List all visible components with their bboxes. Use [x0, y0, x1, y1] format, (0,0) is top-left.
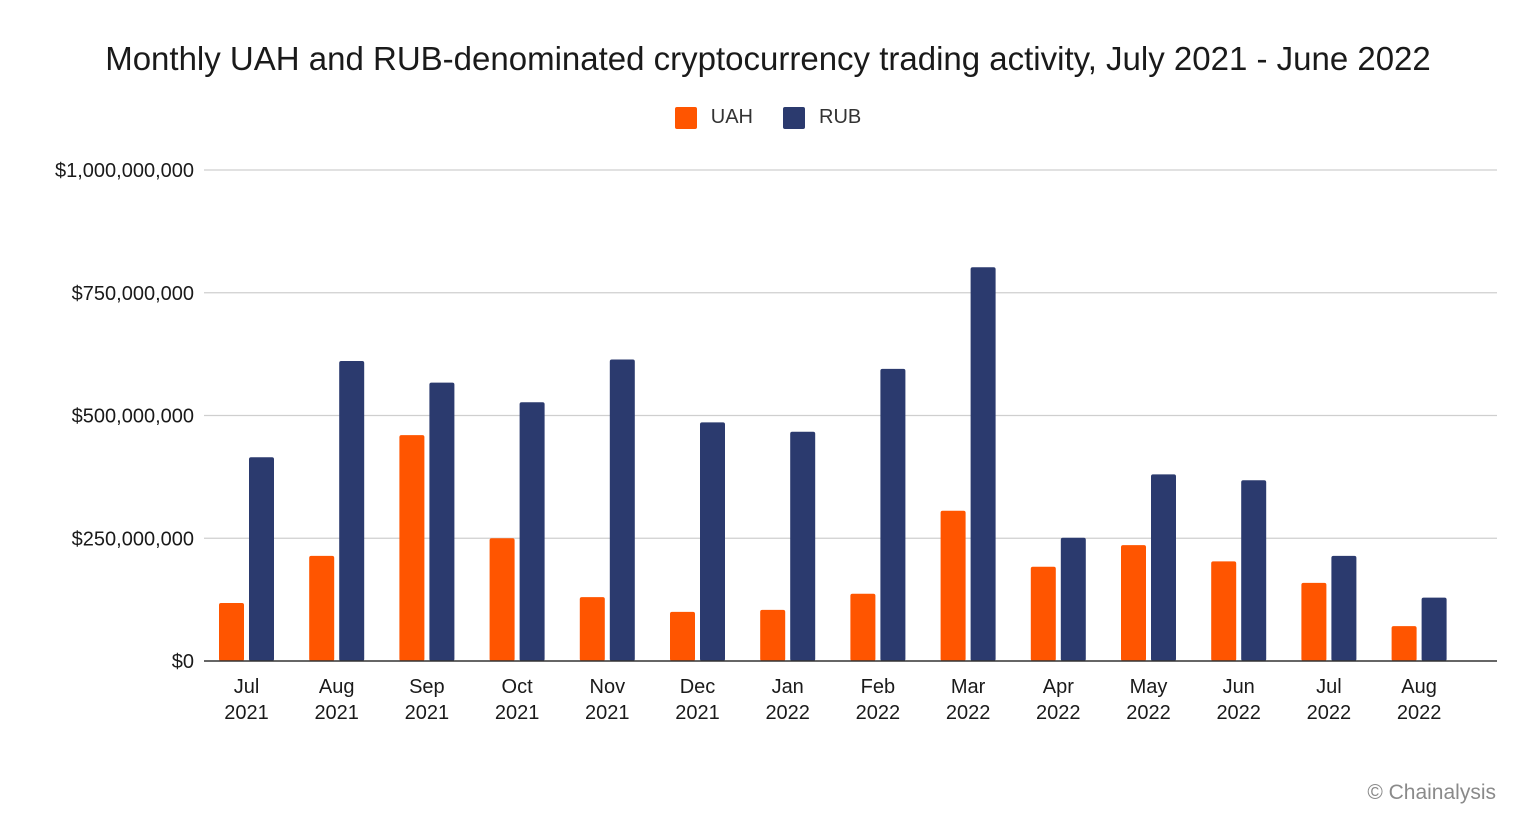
x-tick-label-year: 2022 [1307, 702, 1352, 724]
bar-uah [489, 538, 515, 661]
x-tick-label-year: 2021 [224, 702, 269, 724]
legend-item-rub: RUB [783, 106, 861, 129]
x-tick-label-year: 2022 [1126, 702, 1171, 724]
legend-label-rub: RUB [819, 106, 862, 128]
bar-rub [970, 267, 996, 661]
bar-uah [1121, 545, 1146, 661]
x-tick-label-year: 2022 [1036, 702, 1081, 724]
bar-rub [609, 359, 635, 661]
chainalysis-credit: © Chainalysis [1367, 781, 1496, 804]
y-tick-label: $0 [172, 651, 194, 673]
bar-rub [1421, 597, 1447, 661]
bar-uah [309, 555, 335, 661]
bar-uah [219, 603, 244, 661]
y-tick-label: $750,000,000 [72, 283, 194, 305]
bar-uah [1030, 566, 1056, 661]
x-tick-label-month: Feb [861, 676, 895, 698]
x-tick-label-month: Jul [1316, 676, 1342, 698]
x-tick-label-year: 2021 [675, 702, 720, 724]
chart-title: Monthly UAH and RUB-denominated cryptocu… [105, 40, 1431, 77]
x-tick-label-month: Jul [234, 676, 260, 698]
bar-uah [850, 593, 876, 661]
bar-rub [519, 402, 545, 661]
x-tick-label-month: Mar [951, 676, 986, 698]
x-tick-label-month: Aug [319, 676, 355, 698]
x-tick-label-year: 2022 [856, 702, 901, 724]
bar-rub [429, 382, 455, 661]
x-tick-label-month: Jun [1223, 676, 1255, 698]
bar-rub [339, 360, 365, 661]
bar-uah [940, 510, 966, 661]
bar-rub [1151, 474, 1176, 661]
bar-uah [670, 611, 695, 661]
legend: UAH RUB [0, 106, 1536, 129]
x-tick-label-month: Nov [590, 676, 626, 698]
x-tick-label-year: 2021 [405, 702, 450, 724]
bar-uah [1301, 582, 1327, 661]
bar-rub [790, 431, 816, 661]
x-tick-label-year: 2022 [1397, 702, 1442, 724]
bar-rub [1331, 555, 1357, 661]
bar-uah [760, 609, 786, 661]
bar-rub [1241, 480, 1267, 661]
y-tick-label: $1,000,000,000 [55, 160, 194, 182]
x-tick-label-year: 2021 [585, 702, 630, 724]
x-tick-label-year: 2021 [314, 702, 359, 724]
bar-rub [1060, 537, 1086, 661]
x-tick-label-month: Aug [1401, 676, 1437, 698]
x-tick-label-month: Jan [772, 676, 804, 698]
x-tick-label-month: Sep [409, 676, 445, 698]
legend-item-uah: UAH [674, 106, 753, 129]
x-tick-label-month: Oct [502, 676, 534, 698]
x-tick-label-year: 2022 [1216, 702, 1261, 724]
legend-label-uah: UAH [710, 106, 753, 128]
x-tick-label-year: 2022 [765, 702, 810, 724]
x-tick-label-month: Apr [1043, 676, 1074, 698]
x-tick-label-month: Dec [680, 676, 716, 698]
y-tick-label: $250,000,000 [72, 528, 194, 550]
x-tick-label-year: 2021 [495, 702, 540, 724]
bar-uah [1211, 561, 1237, 661]
y-tick-label: $500,000,000 [72, 406, 194, 428]
bar-rub [700, 422, 725, 661]
bar-uah [1391, 626, 1417, 661]
bar-uah [579, 597, 605, 661]
bar-rub [880, 368, 906, 661]
x-tick-label-year: 2022 [946, 702, 991, 724]
legend-swatch-uah [674, 106, 697, 129]
bar-uah [399, 435, 425, 661]
bar-rub [249, 457, 274, 661]
legend-swatch-rub [783, 106, 805, 129]
x-tick-label-month: May [1130, 676, 1168, 698]
